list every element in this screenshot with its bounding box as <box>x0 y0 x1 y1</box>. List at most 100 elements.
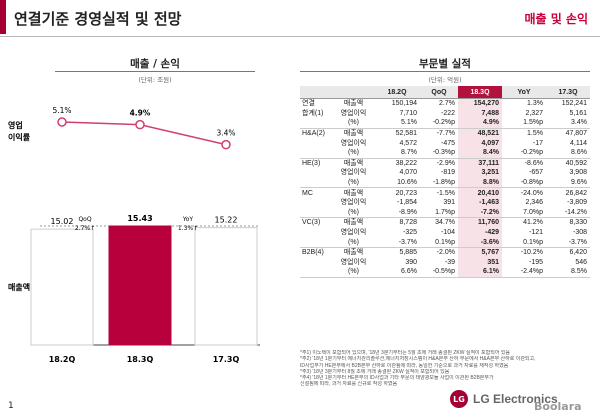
table-row: (%) 6.6% -0.5%p 6.1% -2.4%p 8.5% <box>300 267 590 278</box>
table-cell: 영업이익 <box>340 258 367 266</box>
right-section-title: 부문별 실적 <box>419 58 471 70</box>
table-cell: 41.2% <box>523 219 543 227</box>
table-cell: -7.7% <box>436 130 455 138</box>
table-cell <box>300 168 334 178</box>
table-cell: -2.0% <box>436 249 455 257</box>
table-row: H&A(2) 매출액 52,581 -7.7% 48,521 1.5% 47,807 <box>300 128 590 139</box>
table-header-row: 18.2Q QoQ 18.3Q YoY 17.3Q <box>300 86 590 99</box>
logo-text: LG Electronics <box>473 392 558 406</box>
table-row: 연결 매출액 150,194 2.7% 154,270 1.3% 152,241 <box>300 98 590 109</box>
table-cell: MC <box>302 189 313 197</box>
table-cell: 영업이익 <box>340 109 367 117</box>
table-row: (%) 10.6% -1.8%p 8.8% -0.8%p 9.6% <box>300 177 590 189</box>
qoq-value: 2.7%↑ <box>75 225 95 232</box>
table-cell: -325 <box>402 229 417 237</box>
table-cell: VC(3) <box>302 219 321 227</box>
table-cell: 52,581 <box>395 130 417 138</box>
table-cell: 150,194 <box>391 100 417 108</box>
table-row: (%) 5.1% -0.2%p 4.9% 1.5%p 3.4% <box>300 118 590 129</box>
right-unit-label: (단위: 억원) <box>428 76 462 84</box>
revenue-bar <box>30 228 94 346</box>
company-logo: LG LG Electronics <box>450 390 558 408</box>
table-cell: -819 <box>440 169 455 177</box>
table-cell: 4,070 <box>399 169 417 177</box>
table-cell <box>300 228 334 238</box>
op-margin-label: 5.1% <box>52 106 71 115</box>
table-cell: 9.6% <box>546 177 590 189</box>
table-cell: -121 <box>528 229 543 237</box>
table-cell: -0.2%p <box>502 147 546 159</box>
op-margin-point <box>221 139 231 150</box>
table-cell: 연결 <box>302 100 315 108</box>
revenue-label: 15.02 <box>51 217 74 226</box>
table-cell: 1.7%p <box>420 207 458 219</box>
watermark: Boolara <box>534 400 582 413</box>
table-cell: 매출액 <box>343 249 364 257</box>
revenue-bar <box>194 227 258 346</box>
table-cell: H&A(2) <box>302 130 325 138</box>
table-cell: -39 <box>444 258 455 266</box>
table-cell: -3.7% <box>374 237 420 248</box>
op-margin-label: 3.4% <box>216 129 235 138</box>
table-cell: 2.7% <box>439 100 455 108</box>
table-cell: 매출액 <box>343 189 364 197</box>
table-cell: 3.4% <box>546 118 590 129</box>
table-cell: 391 <box>443 199 455 207</box>
table-cell: -1,463 <box>458 197 502 208</box>
footnote: *주4) '18년 1분기부터 HE본부의 ID사업과 기타 부문의 태양광모듈… <box>300 375 494 382</box>
category-label: 17.3Q <box>213 355 240 364</box>
table-cell: 40,592 <box>565 159 587 167</box>
table-cell: 4,097 <box>458 138 502 148</box>
segment-table: 18.2Q QoQ 18.3Q YoY 17.3Q 연결 매출액 150,194 2.7% 15… <box>300 86 590 278</box>
table-cell: 8,728 <box>399 219 417 227</box>
yoy-label: YoY <box>182 216 194 223</box>
table-cell: 351 <box>458 257 502 268</box>
lg-logo-icon: LG <box>450 390 468 408</box>
category-label: 18.3Q <box>127 355 154 364</box>
table-cell: 8,330 <box>569 219 587 227</box>
table-cell: 5,885 <box>399 249 417 257</box>
table-row: (%) 8.7% -0.3%p 8.4% -0.2%p 8.6% <box>300 147 590 159</box>
footnote: *주1) 이노텍이 포함되어 있으며, '18년 3분기부터는 5월 초에 거래… <box>300 350 511 356</box>
op-margin-point <box>135 119 145 130</box>
table-row: (%) -3.7% 0.1%p -3.6% 0.1%p -3.7% <box>300 237 590 248</box>
table-cell: 0.1%p <box>420 237 458 248</box>
table-cell: -2.4%p <box>502 267 546 278</box>
table-cell: 20,410 <box>458 187 502 198</box>
table-header-cell: 18.3Q <box>458 86 502 99</box>
table-header-cell: QoQ <box>420 86 458 99</box>
revenue-label: 매출액 <box>8 282 30 292</box>
table-cell: 2,346 <box>525 199 543 207</box>
table-cell: 5,767 <box>458 247 502 258</box>
table-cell: 154,270 <box>458 98 502 109</box>
table-cell: 8.8% <box>458 177 502 189</box>
table-cell: -24.0% <box>520 189 543 197</box>
table-cell: (%) <box>334 177 374 189</box>
table-cell: 6,420 <box>569 249 587 257</box>
table-cell: 매출액 <box>343 130 364 138</box>
table-cell: -0.3%p <box>420 147 458 159</box>
table-header-cell <box>300 86 334 99</box>
table-cell: 38,222 <box>395 159 417 167</box>
table-cell: 8.4% <box>458 147 502 159</box>
table-row: VC(3) 매출액 8,728 34.7% 11,760 41.2% 8,330 <box>300 217 590 228</box>
table-cell: -17 <box>532 139 543 147</box>
footnotes: *주1) 이노텍이 포함되어 있으며, '18년 3분기부터는 5월 초에 거래… <box>300 350 590 388</box>
table-cell: 5,161 <box>569 109 587 117</box>
table-cell: 152,241 <box>561 100 587 108</box>
table-cell: B2B(4) <box>302 249 324 257</box>
page-subtitle: 매출 및 손익 <box>524 12 588 26</box>
table-row: 영업이익 4,070 -819 3,251 -657 3,908 <box>300 168 590 178</box>
op-margin-point <box>57 117 67 127</box>
table-cell: (%) <box>334 237 374 248</box>
yoy-value: 1.3%↑ <box>178 225 198 232</box>
table-cell: (%) <box>334 118 374 129</box>
revenue-label: 15.43 <box>127 214 152 223</box>
table-cell: 합계(1) <box>302 109 324 117</box>
table-cell <box>300 118 334 129</box>
category-label: 18.2Q <box>49 355 76 364</box>
table-row: MC 매출액 20,723 -1.5% 20,410 -24.0% 26,842 <box>300 187 590 198</box>
left-section-rule <box>55 71 255 72</box>
table-cell <box>300 207 334 219</box>
table-cell: 3,908 <box>569 169 587 177</box>
